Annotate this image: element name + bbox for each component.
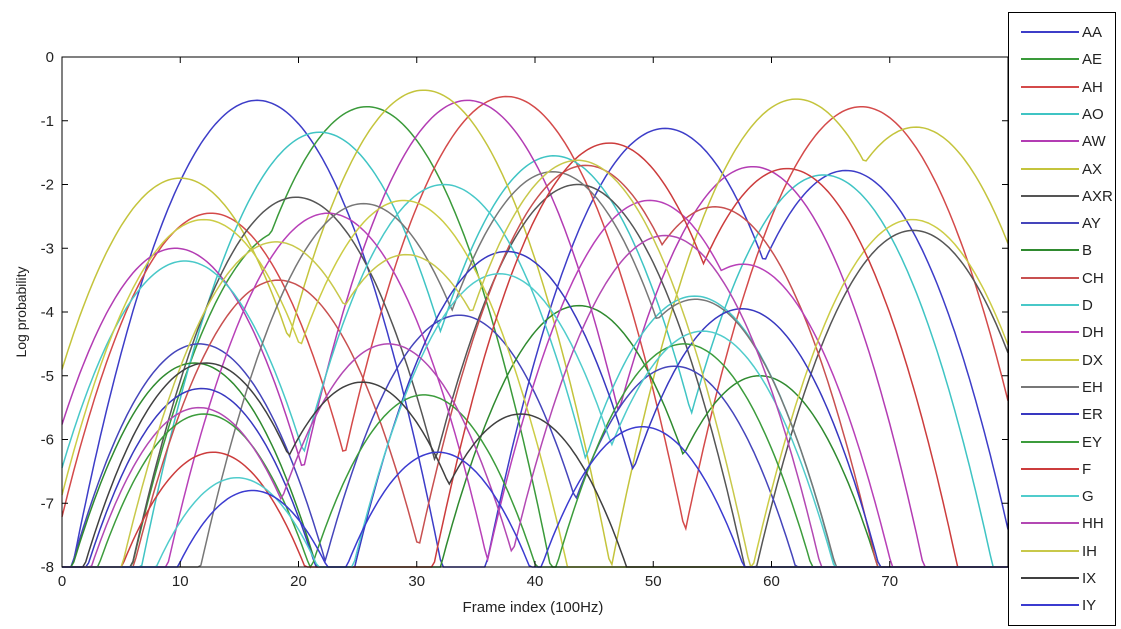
x-tick-label: 0 bbox=[58, 573, 66, 590]
legend-swatch bbox=[1021, 167, 1079, 170]
x-axis: 0 10 20 30 40 50 60 70 bbox=[58, 57, 898, 590]
legend-swatch bbox=[1021, 549, 1079, 552]
legend-item-b: B bbox=[1009, 239, 1115, 261]
legend-item-eh: EH bbox=[1009, 376, 1115, 398]
y-tick-label: -8 bbox=[41, 559, 54, 576]
x-tick-label: 10 bbox=[172, 573, 189, 590]
legend-label: HH bbox=[1082, 515, 1104, 533]
legend-swatch bbox=[1021, 604, 1079, 607]
legend-item-ax: AX bbox=[1009, 158, 1115, 180]
legend-label: D bbox=[1082, 297, 1093, 314]
legend-label: F bbox=[1082, 460, 1092, 478]
series-line-dx bbox=[61, 199, 1009, 568]
series-line-ch bbox=[62, 164, 1008, 568]
x-axis-label: Frame index (100Hz) bbox=[463, 599, 604, 616]
series-line-f bbox=[62, 142, 1008, 568]
y-tick-label: -2 bbox=[41, 177, 54, 194]
x-tick-label: 20 bbox=[290, 573, 307, 590]
legend-swatch bbox=[1021, 31, 1079, 33]
legend-item-ay: AY bbox=[1009, 212, 1115, 234]
legend-swatch bbox=[1021, 222, 1079, 225]
legend-swatch bbox=[1021, 276, 1079, 279]
series-line-ao bbox=[62, 131, 1008, 568]
legend-item-aa: AA bbox=[1009, 21, 1115, 43]
legend-item-aw: AW bbox=[1009, 130, 1115, 152]
legend-item-dh: DH bbox=[1009, 321, 1115, 343]
legend-label: IY bbox=[1082, 597, 1097, 615]
x-tick-label: 50 bbox=[645, 573, 662, 590]
legend-label: CH bbox=[1082, 269, 1104, 287]
legend-swatch bbox=[1021, 194, 1079, 197]
legend-item-ao: AO bbox=[1009, 103, 1115, 125]
legend-label: ER bbox=[1082, 406, 1103, 424]
legend-item-dx: DX bbox=[1009, 349, 1115, 371]
y-tick-label: 0 bbox=[46, 49, 54, 66]
legend-label: G bbox=[1082, 488, 1094, 506]
y-axis: 0 -1 -2 -3 -4 -5 -6 -7 -8 bbox=[41, 49, 1008, 576]
legend-item-hh: HH bbox=[1009, 512, 1115, 534]
y-tick-label: -4 bbox=[41, 304, 54, 321]
legend-label: DX bbox=[1082, 351, 1103, 369]
legend-label: AX bbox=[1082, 160, 1103, 178]
legend-swatch bbox=[1021, 385, 1079, 388]
legend-swatch bbox=[1021, 577, 1079, 579]
x-tick-label: 60 bbox=[763, 573, 780, 590]
series-line-dh bbox=[62, 199, 1008, 568]
series-line-ah bbox=[61, 95, 1009, 532]
legend-item-ey: EY bbox=[1009, 431, 1115, 453]
series-line-er bbox=[62, 250, 1008, 568]
legend-label: AH bbox=[1082, 78, 1103, 96]
legend-item-f: F bbox=[1009, 458, 1115, 480]
legend-item-axr: AXR bbox=[1009, 185, 1115, 207]
legend-label: AXR bbox=[1082, 187, 1113, 205]
legend-item-d: D bbox=[1009, 294, 1115, 316]
legend-item-er: ER bbox=[1009, 403, 1115, 425]
legend-item-ix: IX bbox=[1009, 567, 1115, 589]
legend-swatch bbox=[1021, 522, 1079, 525]
legend-label: AE bbox=[1082, 51, 1103, 69]
legend-item-g: G bbox=[1009, 485, 1115, 507]
series-line-ax bbox=[61, 89, 1009, 567]
y-tick-label: -7 bbox=[41, 495, 54, 512]
y-axis-label: Log probability bbox=[13, 266, 29, 357]
legend-label: EH bbox=[1082, 378, 1103, 396]
legend-swatch bbox=[1021, 304, 1079, 306]
legend-label: IH bbox=[1082, 542, 1097, 560]
y-tick-label: -6 bbox=[41, 432, 54, 449]
legend: AA AE AH AO AW AX AXR AY B CH D DH DX EH ER EY F G HH IH IX I… bbox=[1008, 12, 1116, 626]
legend-swatch bbox=[1021, 112, 1079, 115]
legend-item-ae: AE bbox=[1009, 48, 1115, 70]
y-tick-label: -1 bbox=[41, 113, 54, 130]
y-tick-label: -3 bbox=[41, 240, 54, 257]
legend-swatch bbox=[1021, 331, 1079, 334]
legend-item-ih: IH bbox=[1009, 540, 1115, 562]
y-tick-label: -5 bbox=[41, 368, 54, 385]
legend-swatch bbox=[1021, 85, 1079, 88]
x-tick-label: 70 bbox=[881, 573, 898, 590]
x-tick-label: 40 bbox=[527, 573, 544, 590]
legend-label: AW bbox=[1082, 133, 1106, 151]
series-line-aa bbox=[62, 99, 1009, 568]
legend-item-ch: CH bbox=[1009, 267, 1115, 289]
legend-swatch bbox=[1021, 358, 1079, 361]
legend-label: AY bbox=[1082, 215, 1101, 233]
legend-swatch bbox=[1021, 440, 1079, 443]
series-line-aw bbox=[61, 99, 1008, 568]
legend-swatch bbox=[1021, 249, 1079, 252]
legend-swatch bbox=[1021, 140, 1079, 143]
legend-label: DH bbox=[1082, 324, 1104, 342]
legend-label: AA bbox=[1082, 24, 1103, 41]
legend-item-iy: IY bbox=[1009, 594, 1115, 616]
legend-swatch bbox=[1021, 413, 1079, 416]
legend-swatch bbox=[1021, 58, 1079, 61]
x-tick-label: 30 bbox=[408, 573, 425, 590]
legend-label: AO bbox=[1082, 105, 1104, 123]
legend-item-ah: AH bbox=[1009, 76, 1115, 98]
legend-label: EY bbox=[1082, 433, 1103, 451]
legend-label: B bbox=[1082, 242, 1093, 260]
legend-label: IX bbox=[1082, 570, 1097, 587]
legend-swatch bbox=[1021, 467, 1079, 470]
legend-swatch bbox=[1021, 495, 1079, 498]
